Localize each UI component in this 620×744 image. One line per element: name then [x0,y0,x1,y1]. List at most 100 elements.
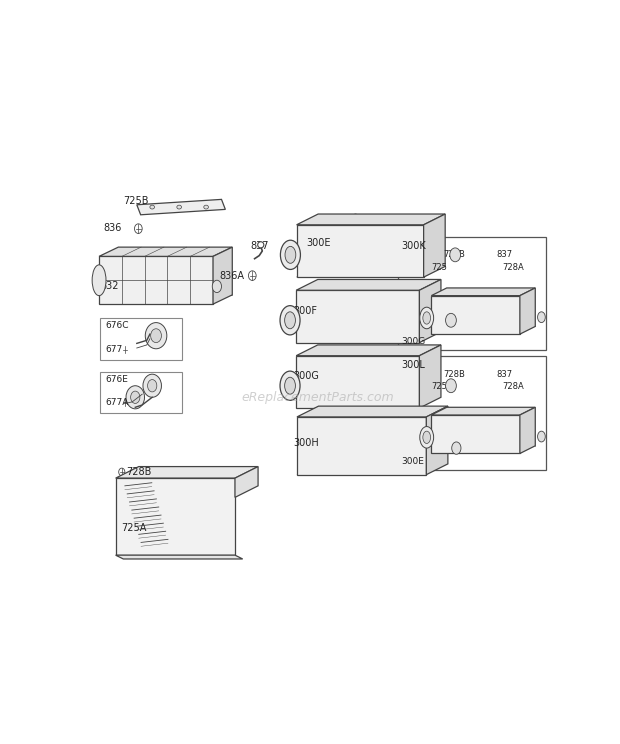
Ellipse shape [303,465,309,472]
Ellipse shape [436,371,441,378]
Polygon shape [235,466,258,498]
Ellipse shape [204,205,208,209]
Text: 728B: 728B [443,250,465,260]
Polygon shape [296,280,441,290]
Ellipse shape [538,432,545,442]
FancyBboxPatch shape [100,372,182,414]
Text: 837: 837 [497,370,513,379]
Ellipse shape [151,329,161,342]
Ellipse shape [498,258,502,262]
Polygon shape [213,247,232,304]
Text: 300L: 300L [402,360,425,370]
Polygon shape [297,406,448,417]
Polygon shape [520,288,535,334]
Polygon shape [99,257,213,304]
Ellipse shape [303,419,309,427]
Polygon shape [296,225,423,278]
Ellipse shape [92,265,106,295]
Polygon shape [296,345,441,356]
Text: 725B: 725B [123,196,148,206]
Polygon shape [520,407,535,454]
Text: 725: 725 [431,382,447,391]
Text: 300G: 300G [293,371,319,382]
Ellipse shape [487,251,494,259]
Ellipse shape [122,346,128,353]
Ellipse shape [524,372,527,376]
Ellipse shape [420,307,433,329]
Polygon shape [99,247,232,257]
Ellipse shape [285,377,295,394]
FancyBboxPatch shape [398,237,546,350]
Ellipse shape [423,432,430,443]
Text: 677: 677 [105,345,123,354]
Ellipse shape [118,468,125,476]
Ellipse shape [452,442,461,455]
Text: 676C: 676C [105,321,129,330]
Polygon shape [296,214,445,225]
Ellipse shape [148,379,157,392]
Ellipse shape [143,374,161,397]
Ellipse shape [258,242,264,248]
Ellipse shape [446,313,456,327]
Polygon shape [115,478,235,555]
Ellipse shape [489,253,492,257]
Ellipse shape [280,371,300,400]
Ellipse shape [249,271,256,280]
Ellipse shape [436,251,441,259]
Text: 300H: 300H [293,438,319,449]
Text: 725A: 725A [122,523,147,533]
Ellipse shape [522,251,529,259]
Text: 832: 832 [100,280,119,291]
Polygon shape [115,466,258,478]
Text: 676E: 676E [105,375,128,384]
Ellipse shape [450,248,461,262]
Ellipse shape [145,323,167,349]
Ellipse shape [414,419,420,427]
Polygon shape [432,407,535,415]
Text: 300K: 300K [402,240,427,251]
Polygon shape [296,290,419,342]
Ellipse shape [524,253,527,257]
Polygon shape [432,288,535,295]
Ellipse shape [135,224,142,234]
Ellipse shape [446,379,456,393]
Ellipse shape [487,371,494,378]
Ellipse shape [420,426,433,448]
Polygon shape [432,295,520,334]
Polygon shape [432,415,520,454]
Text: 837: 837 [497,250,513,260]
Text: 728B: 728B [126,467,152,477]
Ellipse shape [414,465,420,472]
Ellipse shape [122,399,128,406]
Polygon shape [137,199,225,215]
Ellipse shape [131,391,140,403]
Ellipse shape [352,214,358,222]
Text: 728A: 728A [503,263,525,272]
Ellipse shape [497,376,503,383]
Text: eReplacementParts.com: eReplacementParts.com [241,391,394,404]
Ellipse shape [126,385,144,409]
Ellipse shape [285,312,295,329]
Ellipse shape [497,257,503,264]
Polygon shape [423,214,445,278]
FancyBboxPatch shape [100,318,182,359]
Ellipse shape [280,306,300,335]
Ellipse shape [538,312,545,323]
Polygon shape [419,345,441,408]
FancyBboxPatch shape [398,356,546,469]
Ellipse shape [150,205,154,209]
Polygon shape [115,555,242,559]
Ellipse shape [489,372,492,376]
Text: 725: 725 [431,263,447,272]
Text: 836A: 836A [219,271,245,280]
Text: 677A: 677A [105,398,128,407]
Ellipse shape [177,205,182,209]
Ellipse shape [212,280,221,292]
Polygon shape [419,280,441,342]
Text: 728A: 728A [503,382,525,391]
Polygon shape [296,356,419,408]
Text: 837: 837 [250,241,268,251]
Text: 300E: 300E [402,457,425,466]
Text: 836: 836 [103,223,122,233]
Ellipse shape [285,246,296,263]
